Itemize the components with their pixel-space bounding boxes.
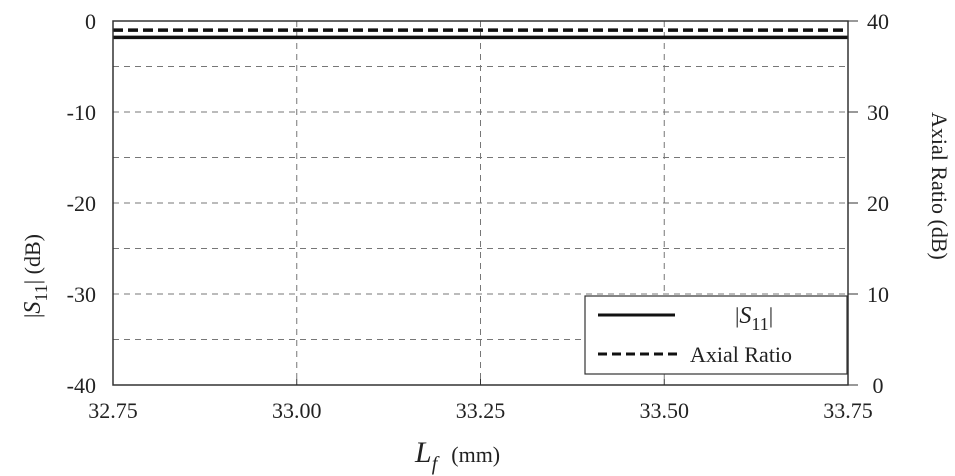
legend-label-s11-symbol: S xyxy=(739,303,751,329)
y-right-tick-label: 30 xyxy=(867,100,889,125)
y-right-tick-label: 40 xyxy=(867,9,889,34)
series-layer xyxy=(113,28,848,40)
y-left-tick-label: -10 xyxy=(67,100,96,125)
y-left-tick-label: -20 xyxy=(67,191,96,216)
y-left-axis-label-suffix: | (dB) xyxy=(20,234,45,284)
y-left-tick-label: -40 xyxy=(67,373,96,398)
y-right-axis-label: Axial Ratio (dB) xyxy=(927,112,952,260)
y-left-tick-label: 0 xyxy=(85,9,96,34)
legend-label-s11-subscript: 11 xyxy=(751,314,768,334)
x-tick-label: 33.75 xyxy=(823,398,873,423)
x-axis-label: Lf (mm) xyxy=(414,436,500,475)
legend-label-axial-ratio: Axial Ratio xyxy=(690,342,792,367)
x-tick-label: 32.75 xyxy=(88,398,138,423)
x-tick-label: 33.00 xyxy=(272,398,322,423)
y-left-tick-labels: 0 -10 -20 -30 -40 xyxy=(67,9,96,398)
x-tick-label: 33.50 xyxy=(640,398,690,423)
legend-label-s11-prefix: | xyxy=(735,303,739,328)
y-left-axis-label-symbol: S xyxy=(20,302,46,314)
legend-box xyxy=(584,295,848,375)
y-right-tick-label: 10 xyxy=(867,282,889,307)
x-tick-labels: 32.75 33.00 33.25 33.50 33.75 xyxy=(88,379,873,423)
legend-label-s11: |S11| xyxy=(735,303,773,334)
y-right-tick-label: 20 xyxy=(867,191,889,216)
x-tick-label: 33.25 xyxy=(456,398,506,423)
y-right-tick-label: 0 xyxy=(873,373,884,398)
legend-label-s11-suffix: | xyxy=(769,303,773,328)
y-right-tick-labels: 40 30 20 10 0 xyxy=(848,9,889,398)
y-left-tick-label: -30 xyxy=(67,282,96,307)
y-left-axis-label: |S11| (dB) xyxy=(20,234,51,318)
grid xyxy=(113,21,848,385)
y-left-axis-label-prefix: | xyxy=(20,314,45,318)
x-axis-label-unit: (mm) xyxy=(451,442,500,467)
x-axis-label-symbol: L xyxy=(414,436,432,469)
x-axis-label-subscript: f xyxy=(432,453,440,475)
legend: |S11| Axial Ratio xyxy=(584,295,848,375)
y-left-axis-label-subscript: 11 xyxy=(31,284,51,301)
